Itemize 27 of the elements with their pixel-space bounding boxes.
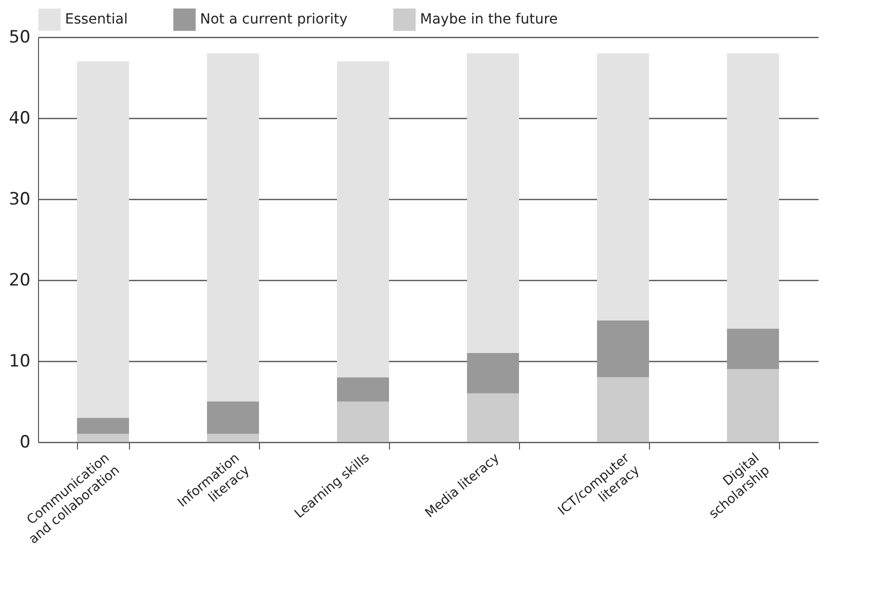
legend-label: Maybe in the future bbox=[420, 12, 558, 28]
bar bbox=[727, 369, 779, 442]
bar bbox=[77, 61, 129, 418]
bar bbox=[337, 377, 389, 402]
bar bbox=[207, 53, 259, 402]
legend-label: Not a current priority bbox=[200, 12, 348, 28]
bar bbox=[77, 434, 129, 442]
bar bbox=[597, 320, 649, 378]
bar bbox=[337, 61, 389, 378]
bar bbox=[207, 402, 259, 434]
bar bbox=[467, 352, 519, 394]
y-tick-label: 50 bbox=[8, 28, 30, 48]
bar bbox=[207, 434, 259, 442]
bar bbox=[597, 53, 649, 320]
y-tick-label: 0 bbox=[20, 432, 30, 452]
y-tick-label: 10 bbox=[8, 352, 30, 372]
bar bbox=[727, 53, 779, 329]
y-tick-label: 40 bbox=[8, 108, 30, 128]
bar bbox=[467, 393, 519, 442]
bar bbox=[597, 377, 649, 442]
legend-label: Essential bbox=[65, 12, 128, 28]
bar bbox=[467, 53, 519, 353]
bar bbox=[77, 418, 129, 434]
bar bbox=[727, 328, 779, 370]
y-tick-label: 30 bbox=[8, 190, 30, 210]
bar bbox=[337, 402, 389, 442]
y-tick-label: 20 bbox=[8, 270, 30, 290]
